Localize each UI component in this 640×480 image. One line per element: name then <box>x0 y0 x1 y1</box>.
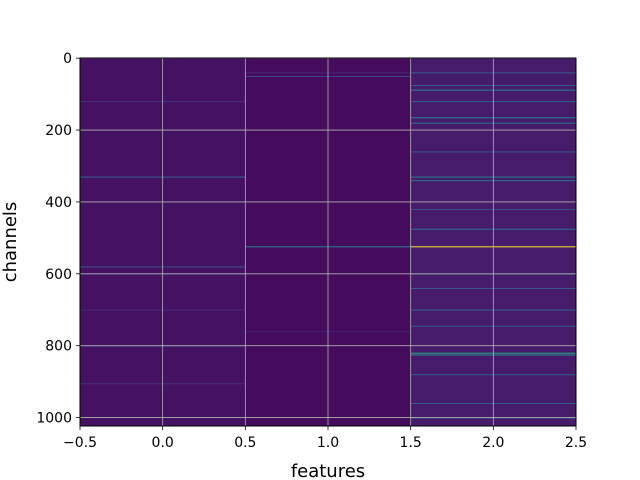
x-tick-label: 1.0 <box>317 435 339 451</box>
y-tick-label: 400 <box>45 195 72 211</box>
y-axis-ticks: 0 200 400 600 800 1000 <box>36 51 80 427</box>
x-tick-label: 2.0 <box>482 435 504 451</box>
x-tick-label: 0.0 <box>152 435 174 451</box>
x-axis-label: features <box>291 461 365 480</box>
x-tick-label: 0.5 <box>234 435 256 451</box>
y-tick-label: 1000 <box>36 411 72 427</box>
x-tick-label: 2.5 <box>565 435 587 451</box>
x-tick-label: 1.5 <box>400 435 422 451</box>
y-axis-label: channels <box>0 202 21 283</box>
y-tick-label: 0 <box>63 51 72 67</box>
x-axis-ticks: −0.5 0.0 0.5 1.0 1.5 2.0 2.5 <box>63 426 587 451</box>
x-tick-label: −0.5 <box>63 435 97 451</box>
y-tick-label: 200 <box>45 123 72 139</box>
y-tick-label: 800 <box>45 339 72 355</box>
y-tick-label: 600 <box>45 267 72 283</box>
